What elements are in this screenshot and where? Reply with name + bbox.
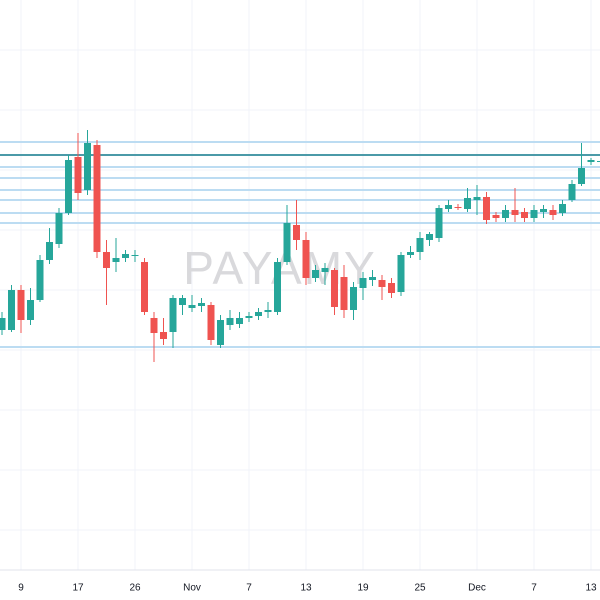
x-tick-label: 13 — [300, 583, 312, 594]
candle-body — [302, 240, 310, 278]
candle-body — [131, 255, 139, 256]
x-tick-label: Nov — [183, 583, 201, 594]
candle-body — [236, 318, 243, 324]
candle-body — [359, 278, 367, 288]
candle-body — [340, 277, 348, 310]
candle-body — [473, 197, 481, 200]
candle-body — [578, 168, 585, 184]
candle-body — [169, 298, 177, 332]
candle-body — [255, 312, 262, 316]
candle-body — [84, 143, 91, 190]
candle-body — [397, 255, 405, 292]
candle-body — [264, 310, 272, 312]
candle-body — [492, 215, 500, 218]
candle-body — [435, 208, 443, 238]
candle-body — [150, 318, 158, 333]
candle-body — [55, 213, 63, 244]
candle-body — [160, 332, 167, 339]
candle-body — [0, 318, 6, 330]
candle-body — [559, 204, 566, 213]
candle-body — [207, 305, 215, 340]
x-tick-label: 9 — [18, 583, 24, 594]
candle-body — [245, 316, 253, 318]
candle-body — [8, 290, 15, 330]
candle-body — [426, 234, 433, 240]
candle-body — [378, 280, 386, 287]
candle-body — [36, 260, 44, 300]
candle-body — [597, 161, 600, 162]
candle-body — [46, 242, 53, 260]
candle-body — [454, 207, 462, 208]
candle-body — [74, 157, 82, 193]
candle-body — [226, 318, 234, 325]
candle-body — [568, 184, 576, 200]
candle-body — [388, 283, 395, 293]
candle-body — [587, 160, 595, 162]
x-tick-label: 17 — [72, 583, 84, 594]
candle-body — [321, 268, 329, 272]
candle-body — [188, 305, 196, 308]
candle-body — [511, 210, 519, 215]
candle-body — [502, 210, 509, 218]
candle-body — [483, 197, 490, 220]
candle-body — [217, 320, 224, 345]
candle-body — [445, 205, 452, 209]
candle-body — [521, 212, 528, 218]
candle-body — [549, 210, 557, 215]
candle-body — [464, 198, 471, 209]
candle-body — [331, 270, 338, 307]
candle-body — [112, 258, 120, 262]
candle-body — [65, 160, 72, 213]
candle-body — [274, 262, 281, 312]
candle-body — [530, 210, 538, 218]
candle-body — [141, 262, 148, 312]
candle-body — [17, 290, 25, 320]
x-tick-label: 7 — [531, 583, 537, 594]
candle-body — [122, 254, 129, 258]
x-tick-label: Dec — [468, 583, 486, 594]
candle-body — [93, 145, 101, 252]
candle-body — [350, 287, 357, 310]
x-tick-label: 13 — [585, 583, 597, 594]
x-tick-label: 7 — [246, 583, 252, 594]
x-tick-label: 26 — [129, 583, 141, 594]
candle-body — [198, 303, 205, 306]
candle-body — [407, 252, 414, 255]
candle-body — [369, 277, 376, 280]
x-tick-label: 25 — [414, 583, 426, 594]
candle-body — [416, 238, 424, 252]
candle-body — [103, 252, 110, 268]
candle-body — [293, 225, 300, 240]
grid — [0, 0, 600, 570]
x-tick-label: 19 — [357, 583, 369, 594]
candle-body — [27, 300, 34, 320]
candle-body — [283, 223, 291, 262]
candle-body — [179, 298, 186, 305]
candle-body — [540, 209, 547, 212]
candle-body — [312, 270, 319, 278]
